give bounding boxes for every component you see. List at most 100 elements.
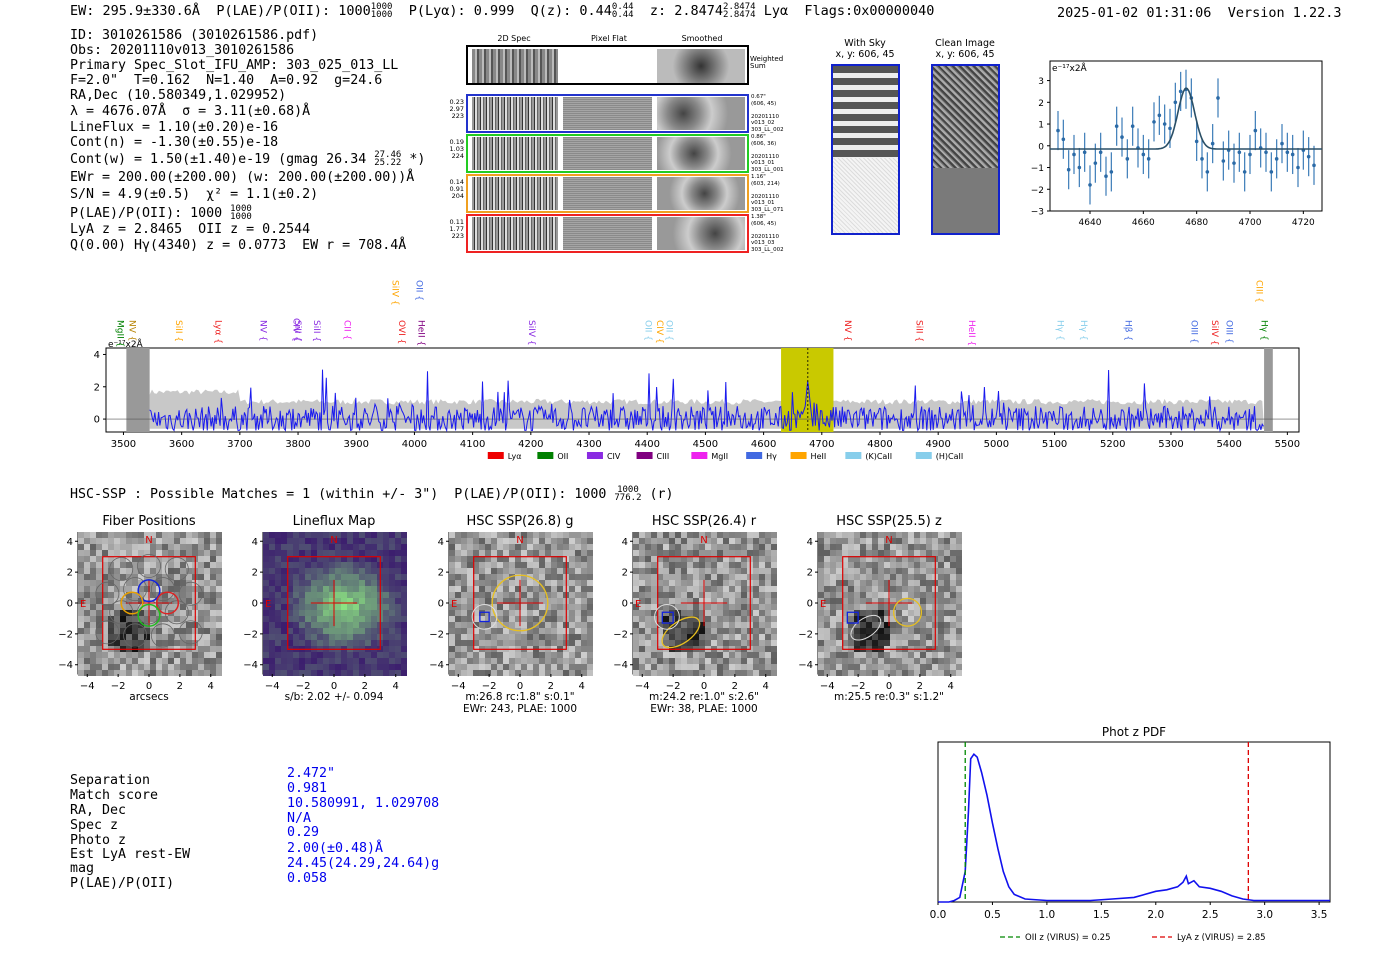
hsc-pixel: [741, 634, 747, 640]
hsc-pixel: [587, 604, 593, 610]
hsc-pixel: [359, 628, 365, 634]
spectrum-line-label: SiII {: [292, 320, 302, 342]
hsc-pixel: [872, 634, 878, 640]
hsc-pixel: [281, 610, 287, 616]
weighted-sum-label: Weighted Sum: [750, 55, 784, 70]
hsc-pixel: [102, 562, 108, 568]
hsc-pixel: [497, 574, 503, 580]
hsc-pixel: [848, 574, 854, 580]
hsc-pixel: [299, 652, 305, 658]
hsc-ytick-label: 4: [438, 537, 444, 548]
hsc-pixel: [824, 652, 830, 658]
hsc-ytick-label: 4: [252, 537, 258, 548]
hsc-pixel: [938, 568, 944, 574]
hsc-pixel: [485, 568, 491, 574]
hsc-pixel: [563, 532, 569, 538]
hsc-pixel: [138, 670, 144, 676]
hsc-pixel: [765, 610, 771, 616]
hsc-pixel: [563, 550, 569, 556]
hsc-pixel: [723, 628, 729, 634]
hsc-pixel: [162, 622, 168, 628]
hsc-pixel: [216, 658, 222, 664]
hsc-pixel: [491, 652, 497, 658]
hsc-pixel: [533, 604, 539, 610]
hsc-pixel: [485, 592, 491, 598]
compass-n: N: [330, 535, 337, 546]
hsc-pixel: [687, 670, 693, 676]
hsc-pixel: [735, 622, 741, 628]
hsc-pixel: [138, 640, 144, 646]
hsc-pixel: [371, 658, 377, 664]
hsc-pixel: [449, 532, 455, 538]
hsc-pixel: [293, 616, 299, 622]
hsc-panel-xlabel: m:26.8 rc:1.8" s:0.1": [465, 691, 575, 703]
cutout-row-box: [466, 134, 749, 173]
hsc-pixel: [497, 670, 503, 676]
hsc-pixel: [275, 532, 281, 538]
hsc-pixel: [299, 586, 305, 592]
hsc-pixel: [765, 646, 771, 652]
hsc-pixel: [365, 598, 371, 604]
hsc-pixel: [293, 598, 299, 604]
hsc-pixel: [180, 586, 186, 592]
hsc-pixel: [956, 628, 962, 634]
hsc-pixel: [329, 580, 335, 586]
hsc-pixel: [174, 670, 180, 676]
hsc-pixel: [657, 628, 663, 634]
hsc-pixel: [317, 598, 323, 604]
hsc-pixel: [926, 532, 932, 538]
hsc-pixel: [842, 586, 848, 592]
hsc-pixel: [729, 580, 735, 586]
hsc-pixel: [515, 610, 521, 616]
hsc-pixel: [395, 586, 401, 592]
hsc-pixel: [527, 670, 533, 676]
hsc-pixel: [479, 664, 485, 670]
hsc-pixel: [467, 604, 473, 610]
hsc-pixel: [461, 544, 467, 550]
hsc-pixel: [645, 544, 651, 550]
with-sky-xy: x, y: 606, 45: [835, 49, 895, 60]
hsc-pixel: [395, 550, 401, 556]
hsc-pixel: [866, 592, 872, 598]
hsc-pixel: [287, 550, 293, 556]
info-contw: Cont(w) = 1.50(±1.40)e-19 (gmag 26.34 27…: [70, 151, 425, 168]
spectrum-line-label: SiIV {: [1209, 320, 1219, 346]
hsc-pixel: [908, 616, 914, 622]
hsc-pixel: [545, 586, 551, 592]
hsc-pixel: [401, 592, 407, 598]
hsc-pixel: [150, 604, 156, 610]
hsc-pixel: [371, 670, 377, 676]
hsc-pixel: [90, 598, 96, 604]
hsc-pixel: [120, 568, 126, 574]
hsc-pixel: [830, 664, 836, 670]
spectrum-ytick-label: 0: [94, 415, 100, 426]
hsc-pixel: [575, 532, 581, 538]
hsc-pixel: [168, 622, 174, 628]
zoom-point: [1082, 150, 1087, 155]
hsc-pixel: [287, 664, 293, 670]
hsc-pixel: [323, 616, 329, 622]
hsc-pixel: [557, 574, 563, 580]
hsc-pixel: [920, 658, 926, 664]
hsc-pixel: [663, 550, 669, 556]
hsc-pixel: [335, 604, 341, 610]
hsc-pixel: [329, 586, 335, 592]
hsc-pixel: [269, 610, 275, 616]
hsc-pixel: [299, 556, 305, 562]
hsc-pixel: [575, 538, 581, 544]
hsc-pixel: [353, 532, 359, 538]
hsc-pixel: [186, 544, 192, 550]
hsc-pixel: [461, 538, 467, 544]
hsc-pixel: [633, 646, 639, 652]
hsc-pixel: [293, 544, 299, 550]
hsc-pixel: [675, 538, 681, 544]
hsc-pixel: [461, 586, 467, 592]
hsc-ytick-label: 2: [438, 568, 444, 579]
hsc-pixel: [717, 670, 723, 676]
hsc-pixel: [551, 652, 557, 658]
hsc-pixel: [186, 640, 192, 646]
hsc-pixel: [281, 658, 287, 664]
hsc-pixel: [669, 664, 675, 670]
hsc-pixel: [581, 574, 587, 580]
hsc-pixel: [299, 580, 305, 586]
